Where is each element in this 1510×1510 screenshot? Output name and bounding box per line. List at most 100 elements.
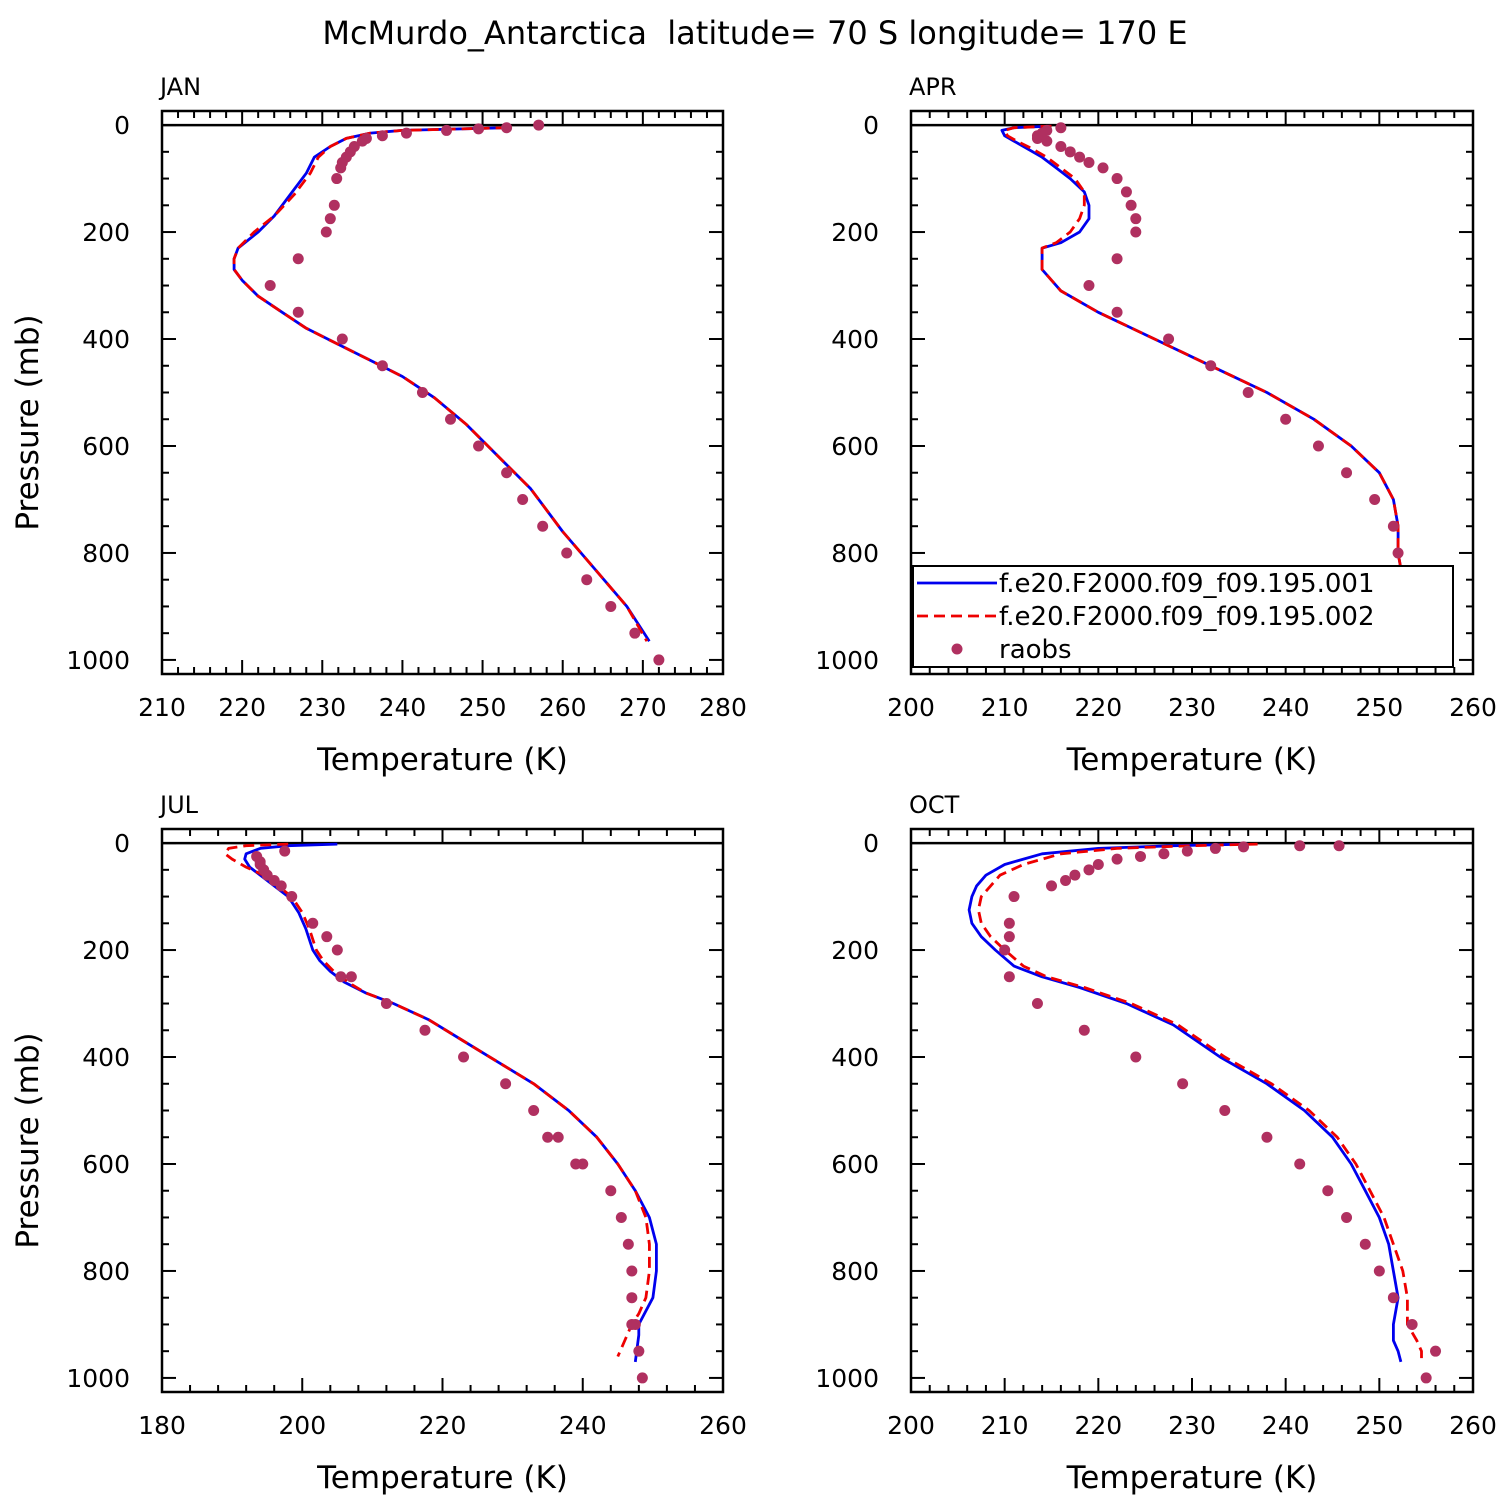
x-tick-label: 200: [278, 1411, 326, 1440]
raobs-point: [633, 1345, 645, 1357]
raobs-point: [1008, 891, 1020, 903]
raobs-point: [1392, 547, 1404, 559]
x-axis-label: Temperature (K): [1066, 1460, 1318, 1496]
raobs-point: [1387, 520, 1399, 532]
raobs-point: [275, 880, 287, 892]
x-tick-label: 240: [379, 693, 427, 722]
raobs-point: [615, 1211, 627, 1223]
raobs-point: [1064, 146, 1076, 158]
raobs-point: [528, 1105, 540, 1116]
raobs-point: [552, 1131, 564, 1143]
plot-frame: [909, 109, 1475, 676]
raobs-point: [1177, 1078, 1189, 1090]
raobs-point: [1134, 850, 1146, 862]
raobs-point: [376, 360, 388, 372]
series-line-001: [1000, 124, 1433, 640]
raobs-point: [1341, 467, 1353, 479]
x-axis-label: Temperature (K): [316, 1460, 568, 1496]
x-tick-label: 220: [419, 1411, 467, 1440]
raobs-point: [1003, 971, 1015, 983]
x-tick-label: 220: [218, 693, 266, 722]
y-tick-label: 400: [831, 1043, 879, 1072]
raobs-point: [1261, 1131, 1273, 1143]
panel-jan: JAN 210 220 230 240 250 260 270 280 0 200 400 600 800…: [10, 73, 747, 778]
raobs-point: [517, 493, 529, 505]
series-line-001: [243, 842, 658, 1363]
panel-label: JAN: [158, 73, 201, 101]
raobs-point: [1242, 387, 1254, 398]
raobs-point: [1111, 853, 1123, 865]
raobs-point: [1341, 1211, 1353, 1223]
x-tick-label: 260: [539, 693, 587, 722]
x-axis-label: Temperature (K): [1066, 742, 1318, 778]
raobs-point: [1333, 840, 1345, 852]
raobs-point: [1181, 845, 1193, 857]
raobs-point: [307, 917, 319, 929]
raobs-point: [1369, 493, 1381, 505]
raobs-point: [321, 931, 333, 943]
panel-label: JUL: [158, 791, 199, 819]
raobs-point: [1219, 1105, 1231, 1116]
raobs-point: [1406, 1318, 1418, 1330]
raobs-point: [1074, 151, 1086, 163]
raobs-point: [1312, 440, 1324, 452]
raobs-point: [1130, 1051, 1142, 1063]
raobs-point: [1031, 998, 1043, 1010]
raobs-point: [292, 306, 304, 318]
raobs-point: [629, 1318, 641, 1330]
raobs-point: [1060, 875, 1072, 887]
raobs-point: [1003, 917, 1015, 929]
y-tick-label: 200: [82, 936, 130, 965]
raobs-point: [626, 1292, 638, 1304]
raobs-point: [286, 891, 298, 903]
raobs-point: [537, 520, 549, 532]
x-tick-label: 180: [138, 1411, 186, 1440]
raobs-point: [500, 1078, 512, 1090]
y-tick-label: 0: [863, 829, 879, 858]
y-tick-label: 1000: [66, 1364, 130, 1393]
series-line-002: [1003, 124, 1428, 640]
raobs-point: [1046, 880, 1057, 892]
y-tick-label: 800: [82, 1257, 130, 1286]
raobs-point: [1430, 1345, 1442, 1357]
legend-label: f.e20.F2000.f09_f09.195.001: [999, 569, 1375, 599]
raobs-point: [1280, 413, 1292, 425]
y-tick-label: 0: [863, 111, 879, 140]
raobs-point: [1069, 869, 1081, 881]
series-line-002: [232, 126, 649, 642]
y-tick-label: 600: [831, 1150, 879, 1179]
raobs-point: [1294, 1158, 1306, 1170]
raobs-point: [1420, 1372, 1432, 1384]
y-tick-label: 1000: [815, 646, 879, 675]
raobs-point: [542, 1131, 554, 1143]
x-tick-label: 210: [981, 693, 1029, 722]
y-tick-label: 600: [82, 1150, 130, 1179]
raobs-point: [501, 122, 513, 134]
y-tick-label: 0: [114, 829, 130, 858]
plot-frame: [160, 109, 725, 676]
raobs-point: [331, 944, 343, 956]
panel-apr: APR 200 210 220 230 240 250 260 0 200 400 600 800 100…: [815, 73, 1496, 778]
raobs-point: [1205, 360, 1217, 372]
y-tick-label: 1000: [66, 646, 130, 675]
plot-frame: [909, 827, 1475, 1394]
x-tick-label: 260: [699, 1411, 747, 1440]
legend: f.e20.F2000.f09_f09.195.001f.e20.F2000.f…: [912, 565, 1454, 668]
raobs-point: [605, 1185, 617, 1197]
raobs-point: [356, 135, 368, 147]
y-axis-label: Pressure (mb): [10, 1032, 46, 1248]
raobs-point: [1130, 213, 1142, 225]
raobs-point: [626, 1265, 638, 1277]
raobs-point: [1111, 253, 1123, 265]
panel-oct: OCT 200 210 220 230 240 250 260 0 200 400 600 800 100…: [815, 791, 1496, 1496]
raobs-point: [335, 971, 347, 983]
raobs-point: [533, 119, 545, 131]
y-tick-label: 600: [831, 432, 879, 461]
raobs-point: [999, 944, 1011, 956]
y-tick-label: 400: [831, 325, 879, 354]
x-tick-label: 240: [559, 1411, 607, 1440]
raobs-point: [279, 845, 291, 857]
raobs-point: [1083, 864, 1095, 876]
raobs-point: [336, 333, 348, 345]
raobs-point: [441, 124, 453, 136]
